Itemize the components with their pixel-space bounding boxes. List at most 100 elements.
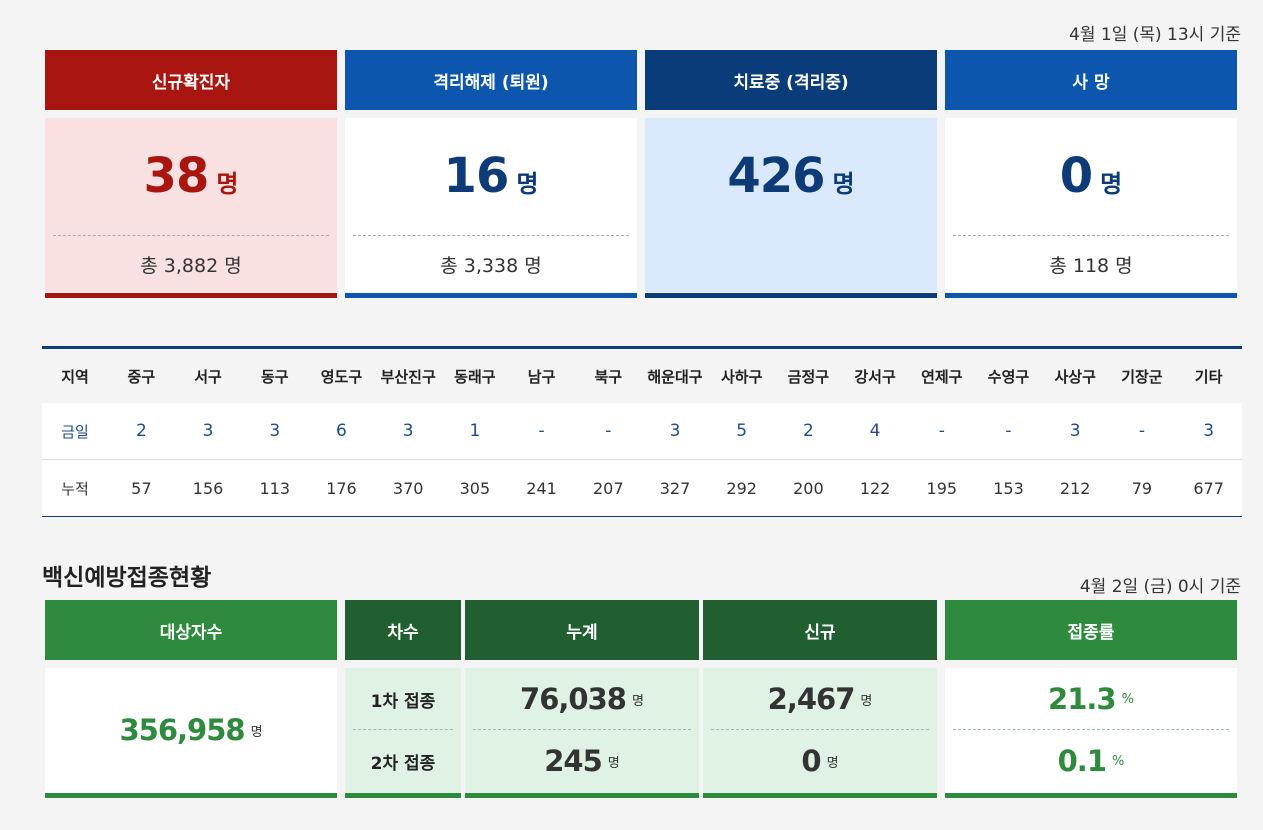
card-total: 총 3,882 명 (140, 255, 242, 277)
unit: % (1121, 691, 1134, 707)
card-value: 16 (443, 148, 510, 204)
vaccine-target-value: 356,958 (119, 713, 245, 747)
divider (353, 729, 453, 730)
table-header-row: 지역 중구 서구 동구 영도구 부산진구 동래구 남구 북구 해운대구 사하구 … (42, 349, 1242, 403)
table-cell: 153 (993, 478, 1024, 498)
table-cell: 176 (326, 478, 357, 498)
table-cell: 3 (1203, 421, 1215, 441)
table-header-cell: 기장군 (1121, 367, 1163, 386)
covid-date: 4월 1일 (목) 13시 기준 (1069, 25, 1241, 45)
table-row-cumulative: 누적 57 156 113 176 370 305 241 207 327 29… (42, 460, 1242, 516)
vaccine-round-column: 차수 1차 접종 2차 접종 (345, 600, 461, 798)
unit: 명 (860, 693, 873, 709)
new-value: 0 (801, 744, 821, 778)
table-cell: 4 (869, 421, 881, 441)
vaccine-header-round: 차수 (345, 600, 461, 660)
vaccine-bar (345, 793, 461, 798)
table-cell: 금일 (61, 422, 89, 441)
vaccine-cumulative-column: 누계 76,038 명 245 명 (465, 600, 699, 798)
divider (473, 729, 691, 730)
table-header-cell: 지역 (61, 367, 89, 386)
table-cell: 6 (336, 421, 347, 441)
table-header-cell: 남구 (527, 367, 556, 386)
table-cell: 1 (469, 421, 481, 441)
vaccine-header-cumulative: 누계 (465, 600, 699, 660)
table-cell: 370 (392, 478, 424, 498)
card-unit: 명 (1100, 170, 1123, 198)
table-cell: 305 (459, 478, 491, 498)
table-cell: 3 (1069, 421, 1081, 441)
table-header-cell: 서구 (194, 367, 222, 386)
table-header-cell: 해운대구 (647, 367, 703, 386)
card-bar (645, 293, 937, 298)
table-header-cell: 북구 (594, 367, 623, 386)
table-header-cell: 연제구 (921, 367, 963, 386)
table-cell: 57 (131, 478, 152, 498)
unit: 명 (250, 724, 263, 740)
table-cell: 292 (726, 478, 757, 498)
table-cell: 3 (402, 421, 414, 441)
table-cell: 3 (669, 421, 681, 441)
table-header-cell: 사하구 (720, 367, 763, 386)
table-cell: - (938, 421, 945, 441)
table-header-cell: 영도구 (320, 367, 363, 386)
vaccine-bar (45, 793, 337, 798)
round-label: 1차 접종 (370, 691, 436, 712)
table-cell: 79 (1131, 478, 1153, 498)
table-cell: 212 (1059, 478, 1091, 498)
vaccine-date: 4월 2일 (금) 0시 기준 (1079, 577, 1241, 597)
table-cell: 5 (736, 421, 748, 441)
table-cell: - (538, 421, 545, 441)
table-cell: 113 (259, 478, 291, 498)
card-header: 신규확진자 (45, 50, 337, 110)
table-header-cell: 사상구 (1054, 367, 1096, 386)
divider (953, 235, 1229, 236)
table-cell: 327 (659, 478, 691, 498)
unit: % (1112, 753, 1125, 769)
table-cell: 677 (1193, 478, 1224, 498)
card-unit: 명 (216, 170, 239, 198)
vaccine-bar (703, 793, 937, 798)
table-cell: - (1005, 421, 1012, 441)
table-cell: 2 (802, 421, 814, 441)
table-header-cell: 금정구 (787, 367, 830, 386)
card-bar (345, 293, 637, 298)
table-header-cell: 중구 (127, 367, 156, 386)
vaccine-header-target: 대상자수 (45, 600, 337, 660)
district-table: 지역 중구 서구 동구 영도구 부산진구 동래구 남구 북구 해운대구 사하구 … (42, 346, 1242, 517)
vaccine-header-rate: 접종률 (945, 600, 1237, 660)
table-cell: 195 (926, 478, 958, 498)
vaccine-target-column: 대상자수 356,958 명 (45, 600, 337, 798)
card-value: 38 (143, 148, 210, 204)
card-bar (945, 293, 1237, 298)
table-cell: - (1138, 421, 1145, 441)
divider (953, 729, 1229, 730)
table-header-cell: 동래구 (454, 367, 496, 386)
table-cell: - (605, 421, 612, 441)
card-new-cases: 신규확진자 38 명 총 3,882 명 (45, 50, 337, 298)
table-cell: 3 (269, 421, 281, 441)
vaccine-header-new: 신규 (703, 600, 937, 660)
divider (711, 729, 929, 730)
card-header: 사 망 (945, 50, 1237, 110)
card-value: 0 (1059, 148, 1093, 204)
card-total: 총 118 명 (1049, 255, 1133, 277)
table-cell: 241 (526, 478, 557, 498)
table-header-cell: 부산진구 (380, 367, 436, 386)
table-cell: 누적 (61, 479, 89, 498)
table-cell: 200 (793, 478, 824, 498)
card-unit: 명 (516, 170, 539, 198)
card-total: 총 3,338 명 (440, 255, 542, 277)
table-header-cell: 강서구 (854, 367, 896, 386)
divider (53, 235, 329, 236)
divider (353, 235, 629, 236)
table-header-cell: 기타 (1194, 367, 1223, 386)
card-unit: 명 (832, 170, 855, 198)
table-header-cell: 동구 (260, 367, 289, 386)
vaccine-title: 백신예방접종현황 (42, 565, 212, 591)
table-row-today: 금일 2 3 3 6 3 1 - - 3 5 2 4 - - 3 - 3 (42, 403, 1242, 460)
unit: 명 (826, 755, 839, 771)
rate-value: 0.1 (1057, 744, 1107, 778)
